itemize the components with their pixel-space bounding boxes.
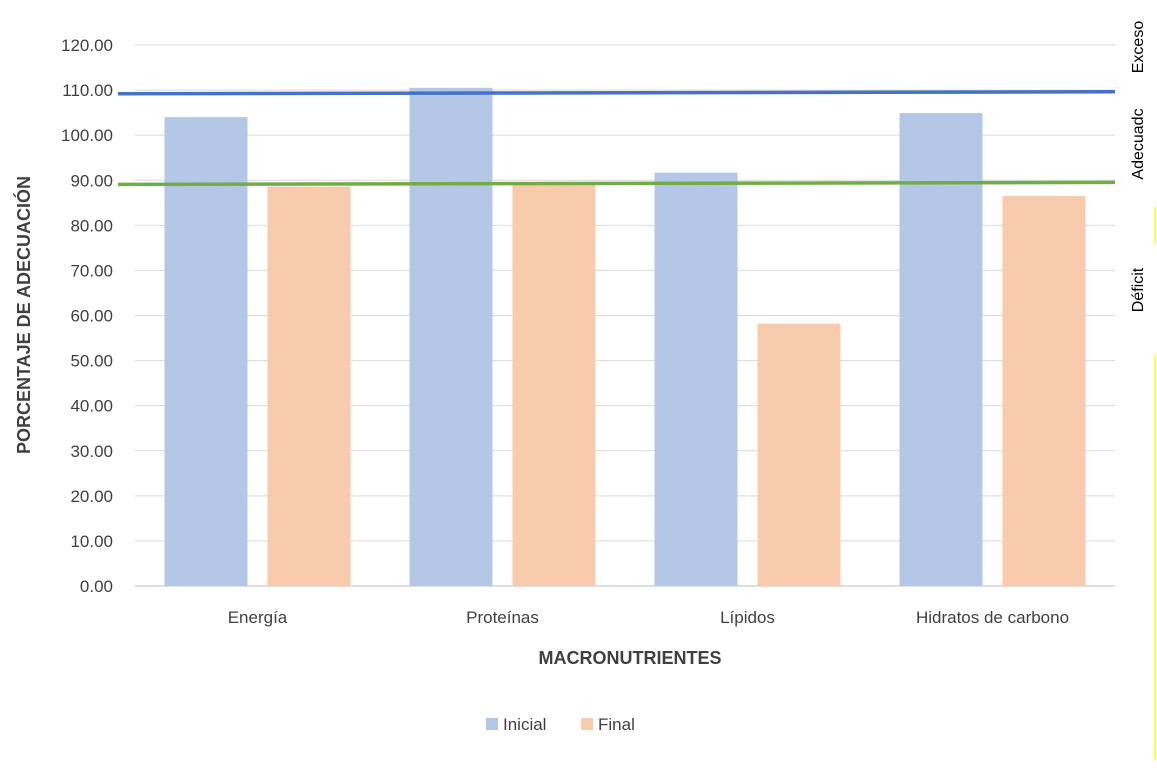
- y-tick-label: 90.00: [70, 171, 113, 190]
- y-axis-title: PORCENTAJE DE ADECUACIÓN: [13, 176, 34, 454]
- x-category-label: Hidratos de carbono: [916, 608, 1069, 627]
- y-tick-label: 10.00: [70, 532, 113, 551]
- legend-swatch-inicial: [486, 718, 498, 730]
- y-tick-label: 120.00: [61, 36, 113, 55]
- legend-swatch-final: [581, 718, 593, 730]
- bar-final-1: [512, 183, 596, 587]
- y-axis-ticks: 0.00 10.00 20.00 30.00 40.00 50.00 60.00 70.00 8…: [61, 36, 113, 596]
- x-category-label: Lípidos: [720, 608, 775, 627]
- y-tick-label: 0.00: [80, 577, 113, 596]
- y-tick-label: 40.00: [70, 397, 113, 416]
- x-axis-categories: Energía Proteínas Lípidos Hidratos de carbo…: [228, 608, 1069, 627]
- legend-label-final: Final: [598, 715, 635, 734]
- bars: [164, 87, 1086, 587]
- y-tick-label: 60.00: [70, 307, 113, 326]
- y-tick-label: 20.00: [70, 487, 113, 506]
- y-tick-label: 30.00: [70, 442, 113, 461]
- adecuado-threshold-line: [117, 180, 1116, 187]
- legend-label-inicial: Inicial: [503, 715, 546, 734]
- legend: Inicial Final: [486, 715, 635, 734]
- bar-final-3: [1002, 196, 1086, 586]
- y-tick-label: 50.00: [70, 352, 113, 371]
- reference-lines: [117, 90, 1116, 187]
- x-axis-title: MACRONUTRIENTES: [539, 648, 722, 668]
- y-tick-label: 100.00: [61, 126, 113, 145]
- y-tick-label: 80.00: [70, 216, 113, 235]
- zone-label-deficit: Déficit: [1130, 267, 1147, 312]
- y-tick-label: 110.00: [62, 81, 113, 100]
- bar-final-0: [267, 186, 351, 587]
- y-tick-label: 70.00: [70, 261, 113, 280]
- bar-inicial-3: [899, 113, 983, 586]
- bar-inicial-0: [164, 117, 248, 586]
- zone-labels: Exceso Adecuadc Déficit: [1130, 21, 1156, 760]
- zone-label-adecuado: Adecuadc: [1130, 108, 1147, 179]
- zone-label-exceso: Exceso: [1130, 21, 1147, 74]
- bar-final-2: [757, 323, 841, 586]
- x-category-label: Proteínas: [466, 608, 539, 627]
- bar-inicial-2: [654, 172, 738, 587]
- exceso-threshold-line: [117, 90, 1116, 96]
- bar-inicial-1: [409, 87, 493, 587]
- x-category-label: Energía: [228, 608, 288, 627]
